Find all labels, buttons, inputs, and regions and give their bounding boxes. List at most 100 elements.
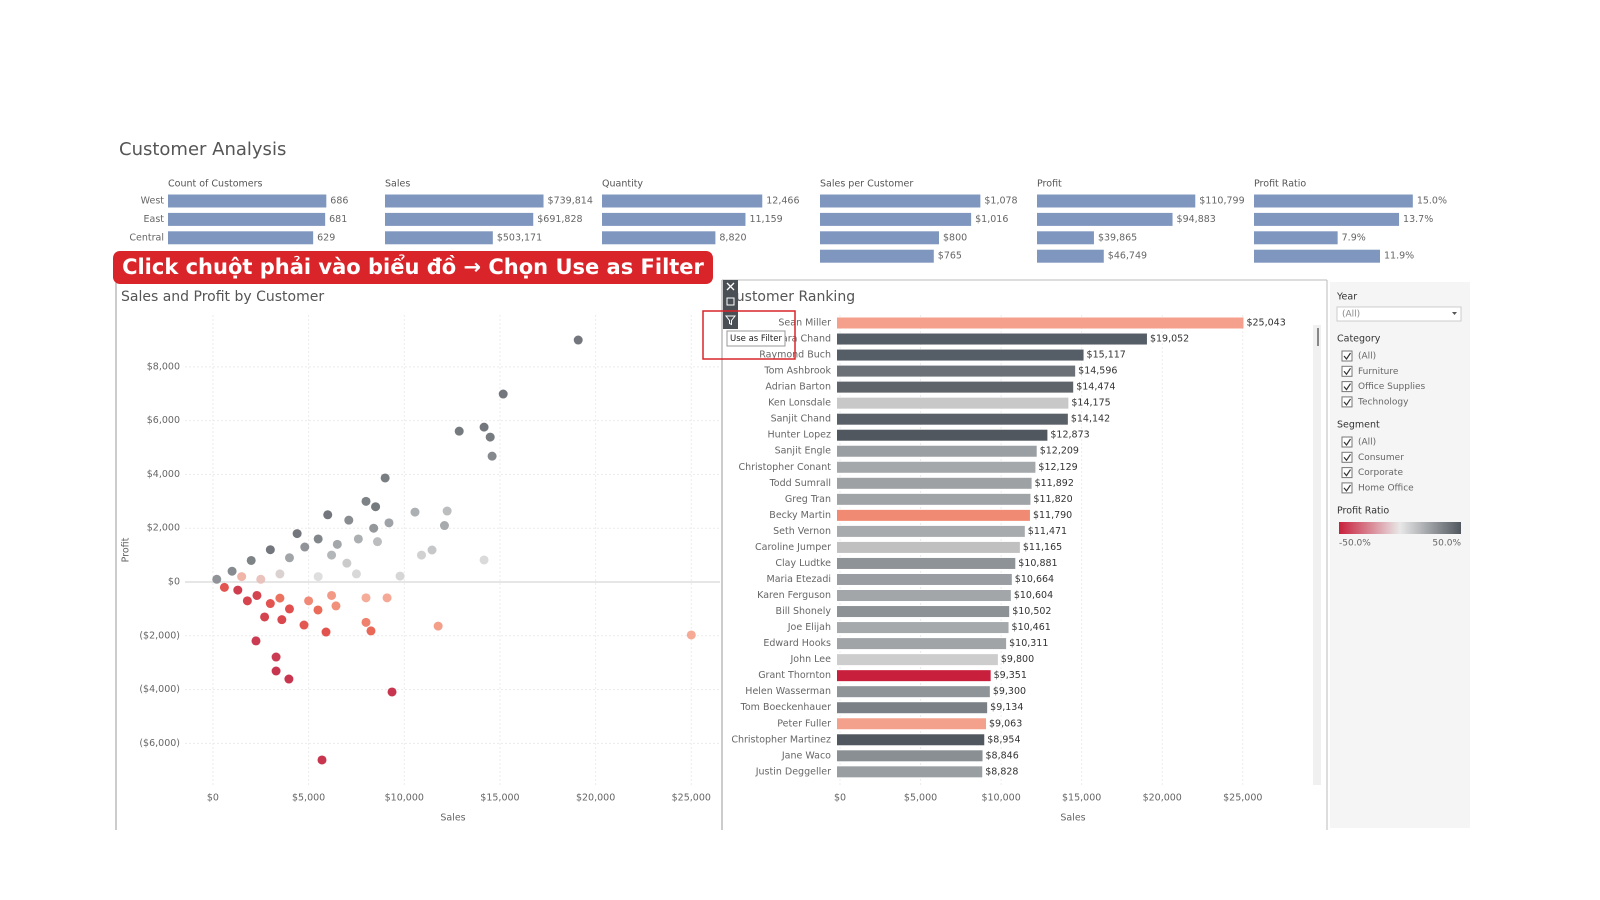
point[interactable] [227, 566, 237, 576]
bar[interactable] [837, 413, 1068, 425]
point[interactable] [323, 510, 333, 520]
bar[interactable] [837, 670, 991, 682]
point[interactable] [427, 545, 437, 555]
point[interactable] [361, 496, 371, 506]
checkbox[interactable] [1341, 436, 1353, 448]
bar[interactable] [837, 654, 998, 666]
bar[interactable] [837, 750, 983, 762]
checkbox[interactable] [1341, 350, 1353, 362]
bar[interactable] [837, 349, 1084, 361]
point[interactable] [384, 518, 394, 528]
point[interactable] [317, 755, 327, 765]
point[interactable] [387, 687, 397, 697]
bar[interactable] [837, 734, 985, 746]
point[interactable] [237, 572, 247, 582]
point[interactable] [321, 627, 331, 637]
bar[interactable] [837, 622, 1009, 634]
point[interactable] [284, 604, 294, 614]
point[interactable] [299, 620, 309, 630]
point[interactable] [487, 451, 497, 461]
point[interactable] [382, 593, 392, 603]
point[interactable] [485, 432, 495, 442]
point[interactable] [275, 593, 285, 603]
point[interactable] [366, 626, 376, 636]
bar[interactable] [837, 317, 1244, 329]
point[interactable] [342, 558, 352, 568]
point[interactable] [361, 593, 371, 603]
point[interactable] [479, 555, 489, 565]
point[interactable] [498, 389, 508, 399]
point[interactable] [260, 612, 270, 622]
point[interactable] [219, 582, 229, 592]
point[interactable] [327, 590, 337, 600]
point[interactable] [271, 666, 281, 676]
checkbox[interactable] [1341, 467, 1353, 479]
bar[interactable] [837, 397, 1069, 409]
point[interactable] [246, 555, 256, 565]
point[interactable] [233, 585, 243, 595]
checkbox[interactable] [1341, 451, 1353, 463]
bar[interactable] [837, 638, 1007, 650]
checkbox[interactable] [1341, 482, 1353, 494]
popout-icon[interactable] [726, 297, 735, 306]
bar[interactable] [837, 365, 1076, 377]
point[interactable] [433, 621, 443, 631]
bar[interactable] [837, 541, 1020, 553]
bar[interactable] [837, 590, 1011, 602]
point[interactable] [284, 553, 294, 563]
point[interactable] [332, 539, 342, 549]
point[interactable] [479, 422, 489, 432]
bar[interactable] [837, 381, 1074, 393]
checkbox[interactable] [1341, 381, 1353, 393]
bar[interactable] [837, 606, 1010, 618]
point[interactable] [304, 596, 314, 606]
point[interactable] [371, 502, 381, 512]
point[interactable] [327, 550, 337, 560]
bar[interactable] [837, 429, 1048, 441]
point[interactable] [300, 542, 310, 552]
bar[interactable] [837, 686, 990, 698]
point[interactable] [442, 506, 452, 516]
point[interactable] [292, 529, 302, 539]
point[interactable] [256, 574, 266, 584]
bar[interactable] [837, 557, 1016, 569]
point[interactable] [331, 601, 341, 611]
checkbox[interactable] [1341, 396, 1353, 408]
point[interactable] [395, 571, 405, 581]
point[interactable] [313, 572, 323, 582]
point[interactable] [344, 515, 354, 525]
bar[interactable] [837, 718, 987, 730]
point[interactable] [353, 534, 363, 544]
point[interactable] [265, 599, 275, 609]
point[interactable] [284, 674, 294, 684]
point[interactable] [410, 507, 420, 517]
point[interactable] [277, 615, 287, 625]
close-icon[interactable] [726, 282, 735, 291]
point[interactable] [242, 596, 252, 606]
point[interactable] [313, 534, 323, 544]
bar[interactable] [837, 702, 988, 714]
bar[interactable] [837, 477, 1032, 489]
point[interactable] [251, 636, 261, 646]
point[interactable] [686, 630, 696, 640]
scrollbar-thumb[interactable] [1317, 328, 1319, 346]
point[interactable] [361, 617, 371, 627]
bar[interactable] [837, 493, 1031, 505]
point[interactable] [265, 545, 275, 555]
bar[interactable] [837, 573, 1012, 585]
point[interactable] [380, 473, 390, 483]
point[interactable] [275, 569, 285, 579]
point[interactable] [417, 550, 427, 560]
point[interactable] [573, 335, 583, 345]
point[interactable] [351, 569, 361, 579]
point[interactable] [369, 523, 379, 533]
year-dropdown[interactable] [1336, 306, 1462, 322]
point[interactable] [454, 426, 464, 436]
point[interactable] [372, 537, 382, 547]
point[interactable] [252, 590, 262, 600]
bar[interactable] [837, 525, 1025, 537]
filter-icon[interactable] [724, 315, 737, 326]
point[interactable] [212, 574, 222, 584]
checkbox[interactable] [1341, 365, 1353, 377]
bar[interactable] [837, 766, 983, 778]
